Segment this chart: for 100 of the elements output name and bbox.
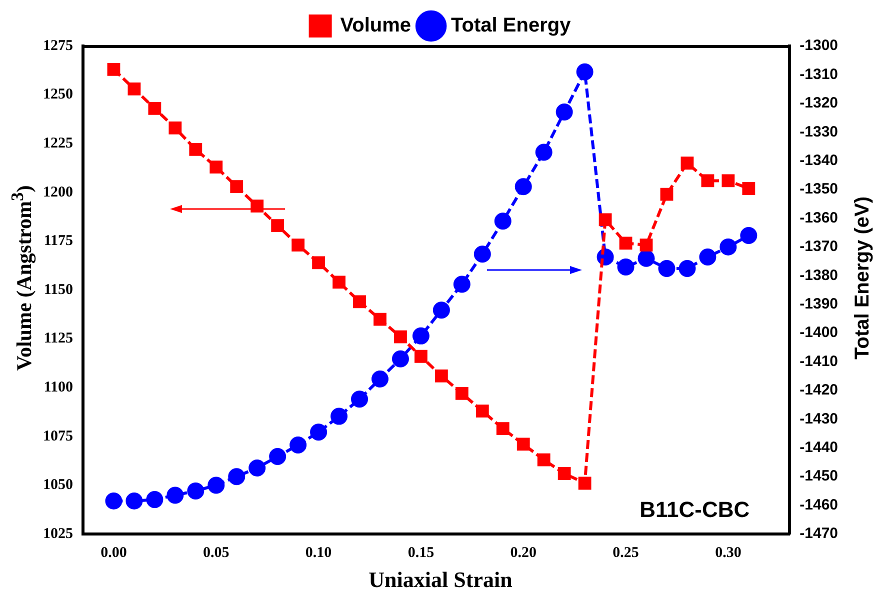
y-tick-label: 1025 xyxy=(43,526,73,542)
point xyxy=(146,491,164,508)
point xyxy=(208,476,225,494)
point xyxy=(474,246,491,263)
point xyxy=(126,492,143,510)
point xyxy=(722,174,735,188)
point xyxy=(701,174,714,188)
y-tick-label: 1125 xyxy=(44,330,73,347)
point xyxy=(351,390,368,408)
y2-tick-label: -1390 xyxy=(800,295,838,312)
point xyxy=(374,312,386,326)
point xyxy=(619,236,632,250)
x-axis-title: Uniaxial Strain xyxy=(368,567,514,593)
point xyxy=(107,62,120,76)
point xyxy=(640,238,653,252)
point xyxy=(453,276,470,293)
point xyxy=(330,408,348,425)
y2-tick-label: -1440 xyxy=(800,439,838,456)
point xyxy=(312,256,325,270)
point xyxy=(248,459,266,476)
point xyxy=(660,188,674,201)
y-tick-label: 1100 xyxy=(44,379,73,396)
y2-tick-label: -1310 xyxy=(800,66,838,83)
y-tick-label: 1275 xyxy=(43,38,73,54)
y-tick-label: 1075 xyxy=(43,428,73,444)
point xyxy=(187,482,204,500)
y2-tick-label: -1460 xyxy=(800,496,838,514)
y-tick-label: 1200 xyxy=(43,184,73,200)
point xyxy=(514,178,532,196)
y2-axis-title: Total Energy (eV) xyxy=(852,196,874,359)
x-tick-label: 0.30 xyxy=(715,544,742,561)
y2-tick-label: -1330 xyxy=(800,123,838,140)
y-tick-label: 1175 xyxy=(44,233,73,250)
point xyxy=(617,258,634,276)
point xyxy=(740,226,758,244)
point xyxy=(598,213,612,226)
y2-tick-label: -1420 xyxy=(800,382,838,399)
point xyxy=(658,260,676,277)
x-tick-label: 0.10 xyxy=(305,544,332,561)
point xyxy=(558,467,571,480)
annotation: B11C-CBC xyxy=(640,497,750,522)
point xyxy=(392,350,409,368)
y2-tick-label: -1430 xyxy=(800,410,838,428)
point xyxy=(371,370,388,388)
x-tick-label: 0.15 xyxy=(408,544,434,561)
point xyxy=(742,182,756,195)
point xyxy=(638,250,655,267)
point xyxy=(494,212,512,230)
y-tick-label: 1150 xyxy=(44,282,73,298)
y2-tick-label: -1410 xyxy=(800,352,838,370)
point xyxy=(250,200,264,213)
point xyxy=(166,486,184,504)
point xyxy=(210,160,223,174)
point xyxy=(105,492,122,510)
y2-tick-label: -1360 xyxy=(800,209,838,226)
point xyxy=(269,448,286,465)
y-tick-label: 1225 xyxy=(43,135,73,152)
point xyxy=(394,330,407,344)
point xyxy=(678,260,696,277)
point xyxy=(332,276,346,289)
y-tick-label: 1050 xyxy=(43,477,73,494)
point xyxy=(414,350,428,363)
y2-tick-label: -1380 xyxy=(800,266,838,284)
point xyxy=(578,476,592,490)
point xyxy=(310,424,328,441)
y2-tick-label: -1470 xyxy=(800,525,838,542)
point xyxy=(148,102,162,115)
point xyxy=(455,387,468,400)
point xyxy=(168,122,182,134)
y-tick-label: 1250 xyxy=(43,86,73,103)
point xyxy=(189,143,202,156)
point xyxy=(230,180,244,193)
legend-label: Volume xyxy=(340,14,412,37)
y2-tick-label: -1400 xyxy=(800,324,838,342)
point xyxy=(496,422,510,436)
point xyxy=(476,404,489,418)
y2-tick-label: -1450 xyxy=(800,468,838,485)
x-tick-label: 0.20 xyxy=(510,544,536,561)
legend-label: Total Energy xyxy=(451,14,572,37)
y2-tick-label: -1340 xyxy=(800,152,838,169)
point xyxy=(516,438,530,451)
y2-tick-label: -1350 xyxy=(800,180,838,198)
point xyxy=(720,238,737,256)
x-tick-label: 0.00 xyxy=(100,544,127,561)
point xyxy=(535,144,552,161)
point xyxy=(537,453,550,466)
y2-tick-label: -1320 xyxy=(800,94,838,112)
point xyxy=(556,104,573,121)
point xyxy=(353,295,366,308)
point xyxy=(290,436,307,454)
point xyxy=(576,63,594,80)
x-tick-label: 0.25 xyxy=(612,544,639,561)
point xyxy=(228,468,246,486)
point xyxy=(699,248,716,266)
x-tick-label: 0.05 xyxy=(203,544,230,561)
y2-tick-label: -1300 xyxy=(800,37,838,54)
point xyxy=(434,369,448,382)
point xyxy=(432,302,450,319)
point xyxy=(128,82,141,96)
point xyxy=(271,219,284,232)
